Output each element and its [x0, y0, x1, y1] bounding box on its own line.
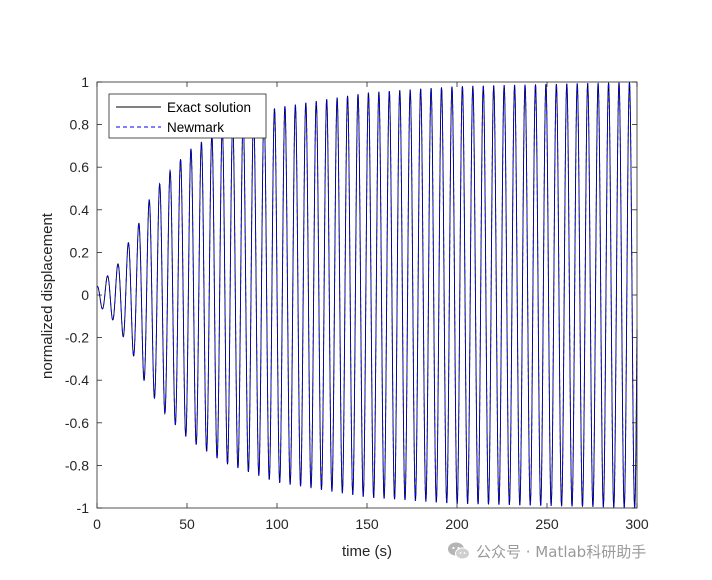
legend-label-newmark: Newmark [167, 120, 224, 135]
y-tick-label: 0.4 [70, 202, 90, 218]
series-line-newmark [96, 82, 638, 509]
x-tick-label: 250 [535, 516, 559, 532]
y-axis-label: normalized displacement [39, 212, 56, 379]
legend-box [108, 93, 267, 139]
legend: Exact solution Newmark [108, 93, 267, 139]
x-tick-label: 0 [93, 516, 101, 532]
x-tick-label: 300 [625, 516, 649, 532]
legend-label-exact: Exact solution [167, 100, 251, 115]
axes: 0 50 100 150 200 250 300 -1 -0.8 -0.6 -0.4 -0.2 0 0.2… [65, 74, 649, 532]
x-tick-label: 200 [445, 516, 469, 532]
y-tick-label: -0.8 [65, 457, 89, 473]
y-tick-label: 0.6 [70, 159, 90, 175]
x-tick-label: 150 [355, 516, 379, 532]
y-tick-label: 1 [81, 74, 89, 90]
y-tick-label: -1 [77, 500, 90, 516]
wechat-icon [448, 542, 470, 560]
y-tick-label: -0.6 [65, 415, 89, 431]
plot-area [96, 82, 638, 509]
x-tick-label: 50 [179, 516, 195, 532]
watermark-text: 公众号 · Matlab科研助手 [476, 542, 647, 561]
y-tick-label: -0.4 [65, 372, 89, 388]
watermark: 公众号 · Matlab科研助手 [446, 538, 646, 564]
x-axis-label: time (s) [342, 543, 392, 560]
x-tick-label: 100 [265, 516, 289, 532]
y-tick-label: -0.2 [65, 330, 89, 346]
y-tick-label: 0.8 [70, 117, 90, 133]
y-tick-label: 0 [81, 287, 89, 303]
y-tick-label: 0.2 [70, 244, 90, 260]
